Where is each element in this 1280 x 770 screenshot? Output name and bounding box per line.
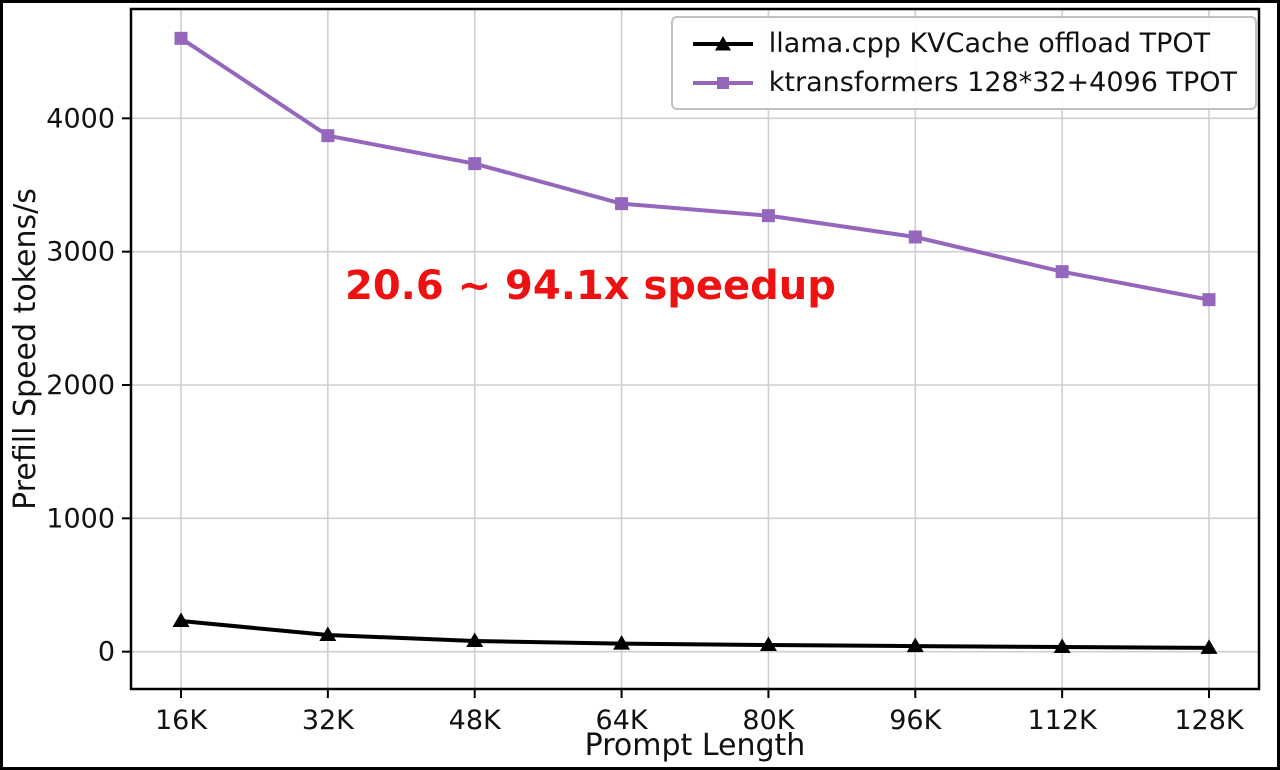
- legend: llama.cpp KVCache offload TPOT ktransfor…: [670, 16, 1257, 110]
- legend-item: llama.cpp KVCache offload TPOT: [691, 28, 1237, 59]
- y-tick-label: 2000: [46, 370, 115, 401]
- y-tick-label: 4000: [46, 103, 115, 134]
- x-tick-label: 112K: [1028, 705, 1099, 736]
- legend-label: llama.cpp KVCache offload TPOT: [768, 28, 1211, 59]
- speedup-annotation: 20.6 ~ 94.1x speedup: [345, 263, 836, 309]
- y-tick-label: 0: [98, 637, 115, 668]
- chart-canvas: Prompt Length Prefill Speed tokens/s 16K…: [8, 7, 1261, 763]
- x-tick-label: 96K: [889, 705, 942, 736]
- x-tick-label: 16K: [155, 705, 208, 736]
- x-tick-label: 48K: [449, 705, 502, 736]
- legend-item: ktransformers 128*32+4096 TPOT: [691, 67, 1237, 98]
- legend-label: ktransformers 128*32+4096 TPOT: [768, 67, 1237, 98]
- y-axis-label: Prefill Speed tokens/s: [8, 188, 43, 510]
- y-tick-label: 1000: [46, 503, 115, 534]
- legend-swatch-ktransformers-line-square-icon: [692, 76, 753, 89]
- x-tick-label: 80K: [742, 705, 795, 736]
- x-tick-label: 32K: [302, 705, 355, 736]
- x-tick-label: 64K: [596, 705, 649, 736]
- x-tick-label: 128K: [1174, 705, 1245, 736]
- legend-swatch-llama-line-triangle-icon: [692, 35, 753, 50]
- x-axis-label: Prompt Length: [585, 728, 806, 763]
- y-tick-label: 3000: [46, 237, 115, 268]
